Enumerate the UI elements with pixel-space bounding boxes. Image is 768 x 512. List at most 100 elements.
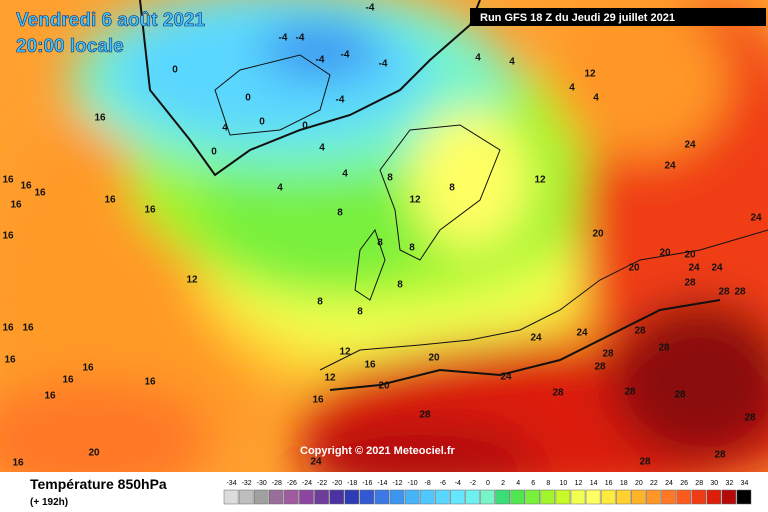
contour-label: 16 — [34, 188, 46, 199]
legend-tick-label: 20 — [635, 480, 643, 487]
contour-label: 0 — [302, 121, 308, 132]
time: 20:00 locale — [16, 36, 124, 57]
contour-label: 16 — [2, 231, 14, 242]
legend-swatch — [570, 489, 586, 505]
legend-tick-label: 4 — [516, 480, 520, 487]
legend-tick-label: -34 — [226, 480, 236, 487]
contour-label: -4 — [366, 3, 375, 14]
legend-tick-label: 10 — [560, 480, 568, 487]
contour-label: 4 — [593, 93, 599, 104]
run-box — [470, 8, 766, 26]
legend-tick-label: 12 — [575, 480, 583, 487]
legend-tick-label: -4 — [455, 480, 461, 487]
contour-label: 4 — [475, 53, 481, 64]
legend-tick-label: -20 — [332, 480, 342, 487]
contour-label: 4 — [222, 123, 228, 134]
contour-label: 28 — [419, 410, 431, 421]
legend-swatch — [736, 489, 752, 505]
legend-tick-label: -18 — [347, 480, 357, 487]
legend-swatch — [555, 489, 571, 505]
legend-tick-label: 28 — [695, 480, 703, 487]
legend-tick-label: -30 — [257, 480, 267, 487]
contour-label: 28 — [744, 413, 756, 424]
legend-swatch — [329, 489, 344, 505]
legend-swatch — [676, 489, 691, 505]
legend-tick-label: 30 — [710, 480, 718, 487]
contour-label: 4 — [319, 143, 325, 154]
legend-swatch — [419, 489, 435, 505]
legend-tick-label: 24 — [665, 480, 673, 487]
legend-tick-label: -14 — [377, 480, 387, 487]
legend-tick-label: -6 — [440, 480, 446, 487]
legend-swatch — [434, 489, 450, 505]
contour-label: 0 — [211, 147, 217, 158]
run-info: Run GFS 18 Z du Jeudi 29 juillet 2021 — [480, 12, 675, 24]
contour-label: 28 — [714, 450, 726, 461]
footer-title: Température 850hPa — [30, 476, 167, 492]
footer-lead: (+ 192h) — [30, 497, 68, 508]
contour-label: 16 — [144, 377, 156, 388]
legend-swatch — [299, 489, 314, 505]
legend-swatch — [510, 489, 525, 505]
contour-label: 8 — [449, 183, 455, 194]
legend-swatch — [615, 489, 631, 505]
contour-label: 8 — [397, 280, 403, 291]
contour-label: 24 — [688, 263, 700, 274]
contour-label: 12 — [186, 275, 198, 286]
contour-label: 16 — [364, 360, 376, 371]
contour-label: -4 — [316, 55, 325, 66]
contour-label: 4 — [569, 83, 575, 94]
contour-label: 8 — [337, 208, 343, 219]
contour-label: 12 — [339, 347, 351, 358]
contour-label: 28 — [658, 343, 670, 354]
legend-tick-label: -8 — [425, 480, 431, 487]
contour-label: 24 — [530, 333, 542, 344]
contour-label: 4 — [509, 57, 515, 68]
date: Vendredi 6 août 2021 — [16, 10, 205, 31]
contour-label: 28 — [634, 326, 646, 337]
legend-swatch — [284, 489, 299, 505]
legend-tick-label: -2 — [470, 480, 476, 487]
contour-label: 8 — [409, 243, 415, 254]
contour-label: 16 — [82, 363, 94, 374]
contour-label: 24 — [711, 263, 723, 274]
legend-swatch — [721, 489, 737, 505]
contour-label: 8 — [387, 173, 393, 184]
legend-swatch — [374, 489, 390, 505]
contour-label: 20 — [88, 448, 100, 459]
legend-tick-label: 22 — [650, 480, 658, 487]
legend-tick-label: 14 — [590, 480, 598, 487]
contour-label: -4 — [336, 95, 345, 106]
contour-label: 0 — [245, 93, 251, 104]
contour-label: 16 — [2, 175, 14, 186]
contour-label: 20 — [628, 263, 640, 274]
contour-label: 16 — [4, 355, 16, 366]
contour-label: 16 — [312, 395, 324, 406]
contour-label: 8 — [377, 238, 383, 249]
contour-label: 16 — [104, 195, 116, 206]
legend-tick-label: 0 — [486, 480, 490, 487]
contour-label: 28 — [718, 287, 730, 298]
contour-label: 12 — [409, 195, 421, 206]
legend-tick-label: 2 — [501, 480, 505, 487]
contour-label: 28 — [624, 387, 636, 398]
legend-swatch — [691, 489, 706, 505]
legend-swatch — [404, 489, 420, 505]
contour-label: 28 — [594, 362, 606, 373]
contour-label: 16 — [62, 375, 74, 386]
legend-swatch — [525, 489, 541, 505]
contour-label: 16 — [144, 205, 156, 216]
contour-label: 12 — [534, 175, 546, 186]
contour-label: -4 — [379, 59, 388, 70]
contour-label: 28 — [639, 457, 651, 468]
contour-label: 24 — [576, 328, 588, 339]
contour-label: 28 — [734, 287, 746, 298]
legend-swatch — [600, 489, 616, 505]
legend-tick-label: -32 — [242, 480, 252, 487]
contour-label: 4 — [277, 183, 283, 194]
contour-label: 28 — [602, 349, 614, 360]
legend-tick-label: -24 — [302, 480, 312, 487]
legend-swatch — [359, 489, 375, 505]
contour-label: 8 — [317, 297, 323, 308]
